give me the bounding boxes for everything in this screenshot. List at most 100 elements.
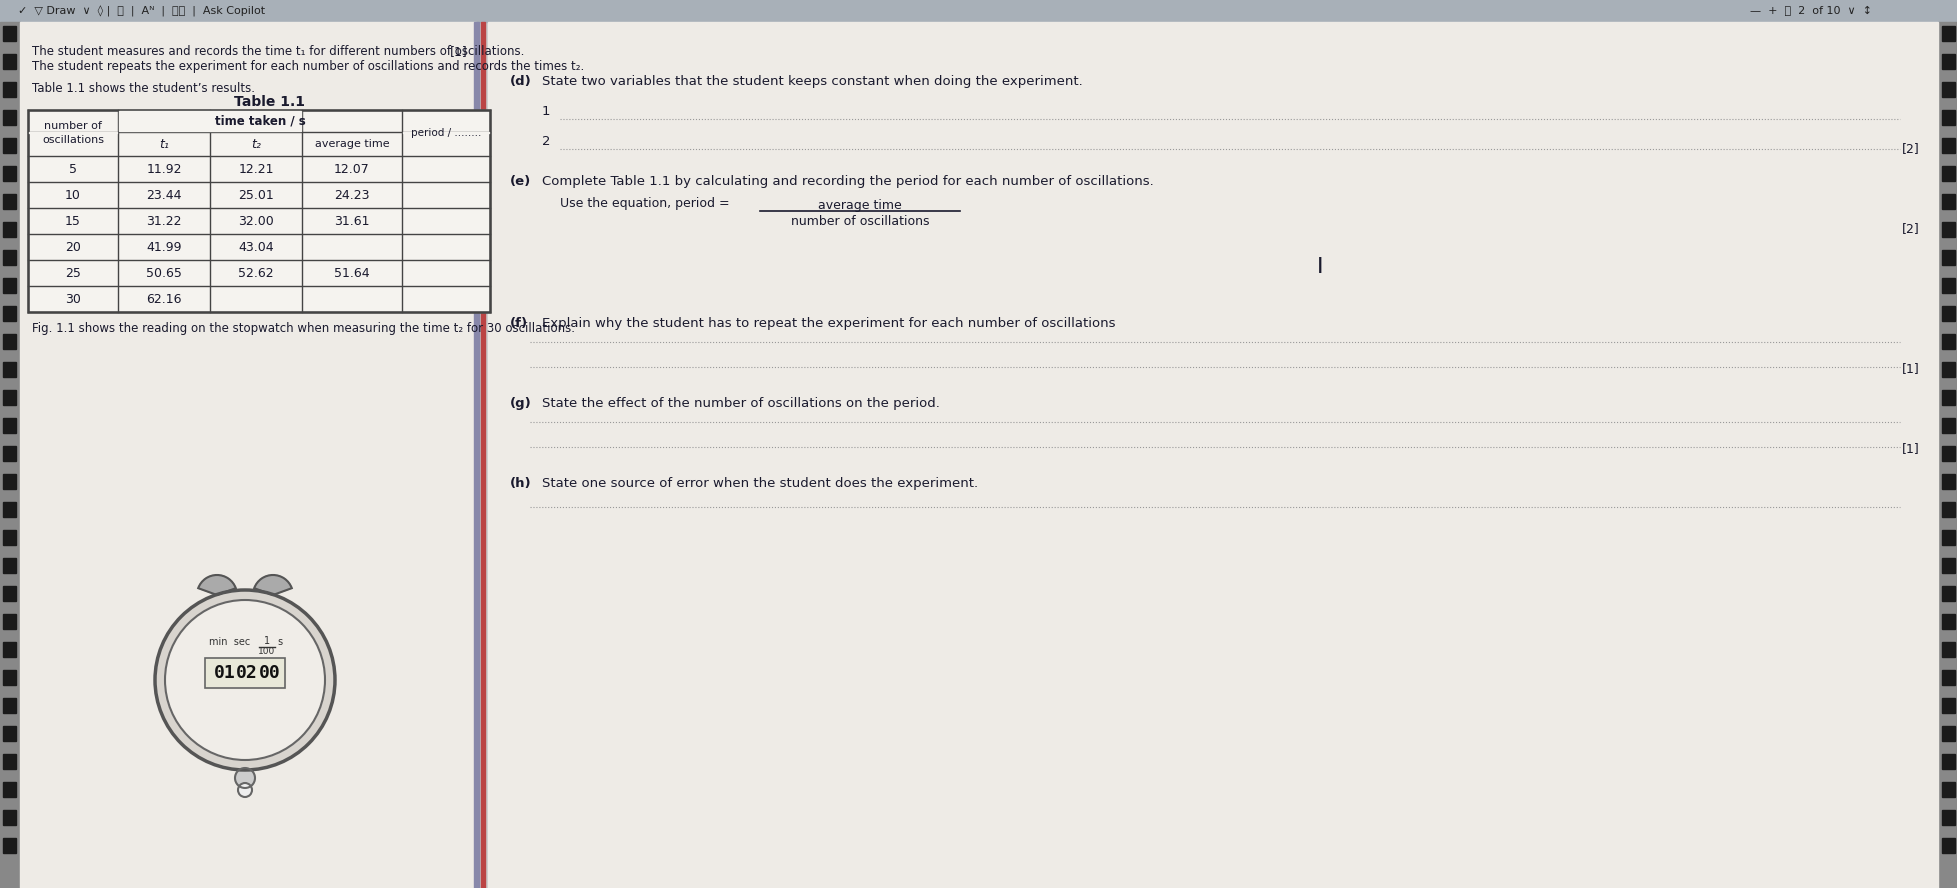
Bar	[1941, 166, 1953, 181]
Text: s: s	[276, 637, 282, 647]
Bar	[4, 418, 16, 433]
Bar	[4, 698, 16, 713]
Bar	[1941, 670, 1953, 685]
Bar	[1941, 334, 1953, 349]
Bar	[0, 22, 20, 888]
Text: State two variables that the student keeps constant when doing the experiment.: State two variables that the student kee…	[542, 75, 1082, 88]
Circle shape	[155, 590, 335, 770]
Text: The student repeats the experiment for each number of oscillations and records t: The student repeats the experiment for e…	[31, 60, 583, 73]
Text: 12.21: 12.21	[239, 163, 274, 176]
Bar	[4, 614, 16, 629]
Text: 62.16: 62.16	[147, 292, 182, 305]
Bar	[1941, 362, 1953, 377]
Bar	[1941, 418, 1953, 433]
Text: The student measures and records the time t₁ for different numbers of oscillatio: The student measures and records the tim…	[31, 45, 524, 58]
Bar	[27, 110, 489, 312]
Bar	[4, 194, 16, 209]
Text: t₁: t₁	[159, 138, 168, 150]
Bar	[4, 446, 16, 461]
Bar	[0, 0, 1957, 22]
Text: 5: 5	[68, 163, 76, 176]
Text: period / ........: period / ........	[411, 128, 481, 138]
Bar	[481, 22, 485, 888]
Bar	[1941, 474, 1953, 489]
Text: 51.64: 51.64	[335, 266, 370, 280]
Text: average time: average time	[818, 199, 902, 212]
Bar	[1941, 138, 1953, 153]
Bar	[4, 362, 16, 377]
Bar	[1941, 810, 1953, 825]
Bar	[1941, 726, 1953, 741]
Text: [1]: [1]	[450, 45, 468, 58]
Text: 31.61: 31.61	[335, 215, 370, 227]
Text: 23.44: 23.44	[147, 188, 182, 202]
Bar	[4, 782, 16, 797]
Text: ✓  ▽ Draw  ∨  ◊ |  Ⓣ  |  Aᴺ  |  ああ  |  Ask Copilot: ✓ ▽ Draw ∨ ◊ | Ⓣ | Aᴺ | ああ | Ask Copilot	[18, 5, 264, 17]
Bar	[4, 306, 16, 321]
Text: time taken / s: time taken / s	[215, 115, 305, 128]
Bar	[1941, 82, 1953, 97]
Bar	[1941, 642, 1953, 657]
Text: Use the equation, period =: Use the equation, period =	[560, 197, 730, 210]
Text: 1: 1	[542, 105, 550, 118]
Text: (e): (e)	[509, 175, 530, 188]
Bar	[4, 222, 16, 237]
Text: (f): (f)	[509, 317, 528, 330]
Text: 10: 10	[65, 188, 80, 202]
Bar	[4, 838, 16, 853]
Wedge shape	[254, 575, 292, 595]
Text: 1: 1	[264, 636, 270, 646]
Text: number of
oscillations: number of oscillations	[41, 122, 104, 145]
Text: State one source of error when the student does the experiment.: State one source of error when the stude…	[542, 477, 978, 490]
Bar	[474, 22, 479, 888]
Text: 02: 02	[237, 664, 258, 682]
Bar	[4, 642, 16, 657]
Text: 20: 20	[65, 241, 80, 253]
Bar	[1941, 530, 1953, 545]
Bar	[1941, 838, 1953, 853]
Bar	[4, 586, 16, 601]
Bar	[205, 658, 286, 688]
Text: Explain why the student has to repeat the experiment for each number of oscillat: Explain why the student has to repeat th…	[542, 317, 1115, 330]
Circle shape	[235, 768, 254, 788]
Bar	[4, 558, 16, 573]
Bar	[4, 278, 16, 293]
Text: [2]: [2]	[1902, 223, 1920, 235]
Text: —  +  ⧉  2  of 10  ∨  ↕: — + ⧉ 2 of 10 ∨ ↕	[1750, 6, 1871, 16]
Bar	[29, 131, 117, 133]
Bar	[1937, 22, 1957, 888]
Bar	[4, 110, 16, 125]
Bar	[27, 110, 489, 312]
Text: 25: 25	[65, 266, 80, 280]
Bar	[1941, 586, 1953, 601]
Bar	[20, 22, 476, 888]
Text: 43.04: 43.04	[239, 241, 274, 253]
Text: Complete Table 1.1 by calculating and recording the period for each number of os: Complete Table 1.1 by calculating and re…	[542, 175, 1153, 188]
Bar	[1941, 250, 1953, 265]
Bar	[205, 658, 286, 688]
Bar	[1941, 110, 1953, 125]
Text: 52.62: 52.62	[239, 266, 274, 280]
Bar	[119, 111, 301, 131]
Text: 30: 30	[65, 292, 80, 305]
Bar	[1941, 390, 1953, 405]
Text: min  sec: min sec	[209, 637, 250, 647]
Text: State the effect of the number of oscillations on the period.: State the effect of the number of oscill…	[542, 397, 939, 410]
Text: Table 1.1 shows the student’s results.: Table 1.1 shows the student’s results.	[31, 82, 254, 95]
Bar	[4, 138, 16, 153]
Bar	[1941, 698, 1953, 713]
Text: 2: 2	[542, 135, 550, 148]
Text: 41.99: 41.99	[147, 241, 182, 253]
Text: 01: 01	[213, 664, 235, 682]
Bar	[4, 334, 16, 349]
Wedge shape	[198, 575, 235, 595]
Text: [1]: [1]	[1902, 442, 1920, 456]
Text: (h): (h)	[509, 477, 532, 490]
Bar	[4, 670, 16, 685]
Text: 100: 100	[258, 647, 276, 656]
Bar	[1941, 502, 1953, 517]
Text: 25.01: 25.01	[239, 188, 274, 202]
Bar	[4, 474, 16, 489]
Circle shape	[164, 600, 325, 760]
Bar	[1941, 26, 1953, 41]
